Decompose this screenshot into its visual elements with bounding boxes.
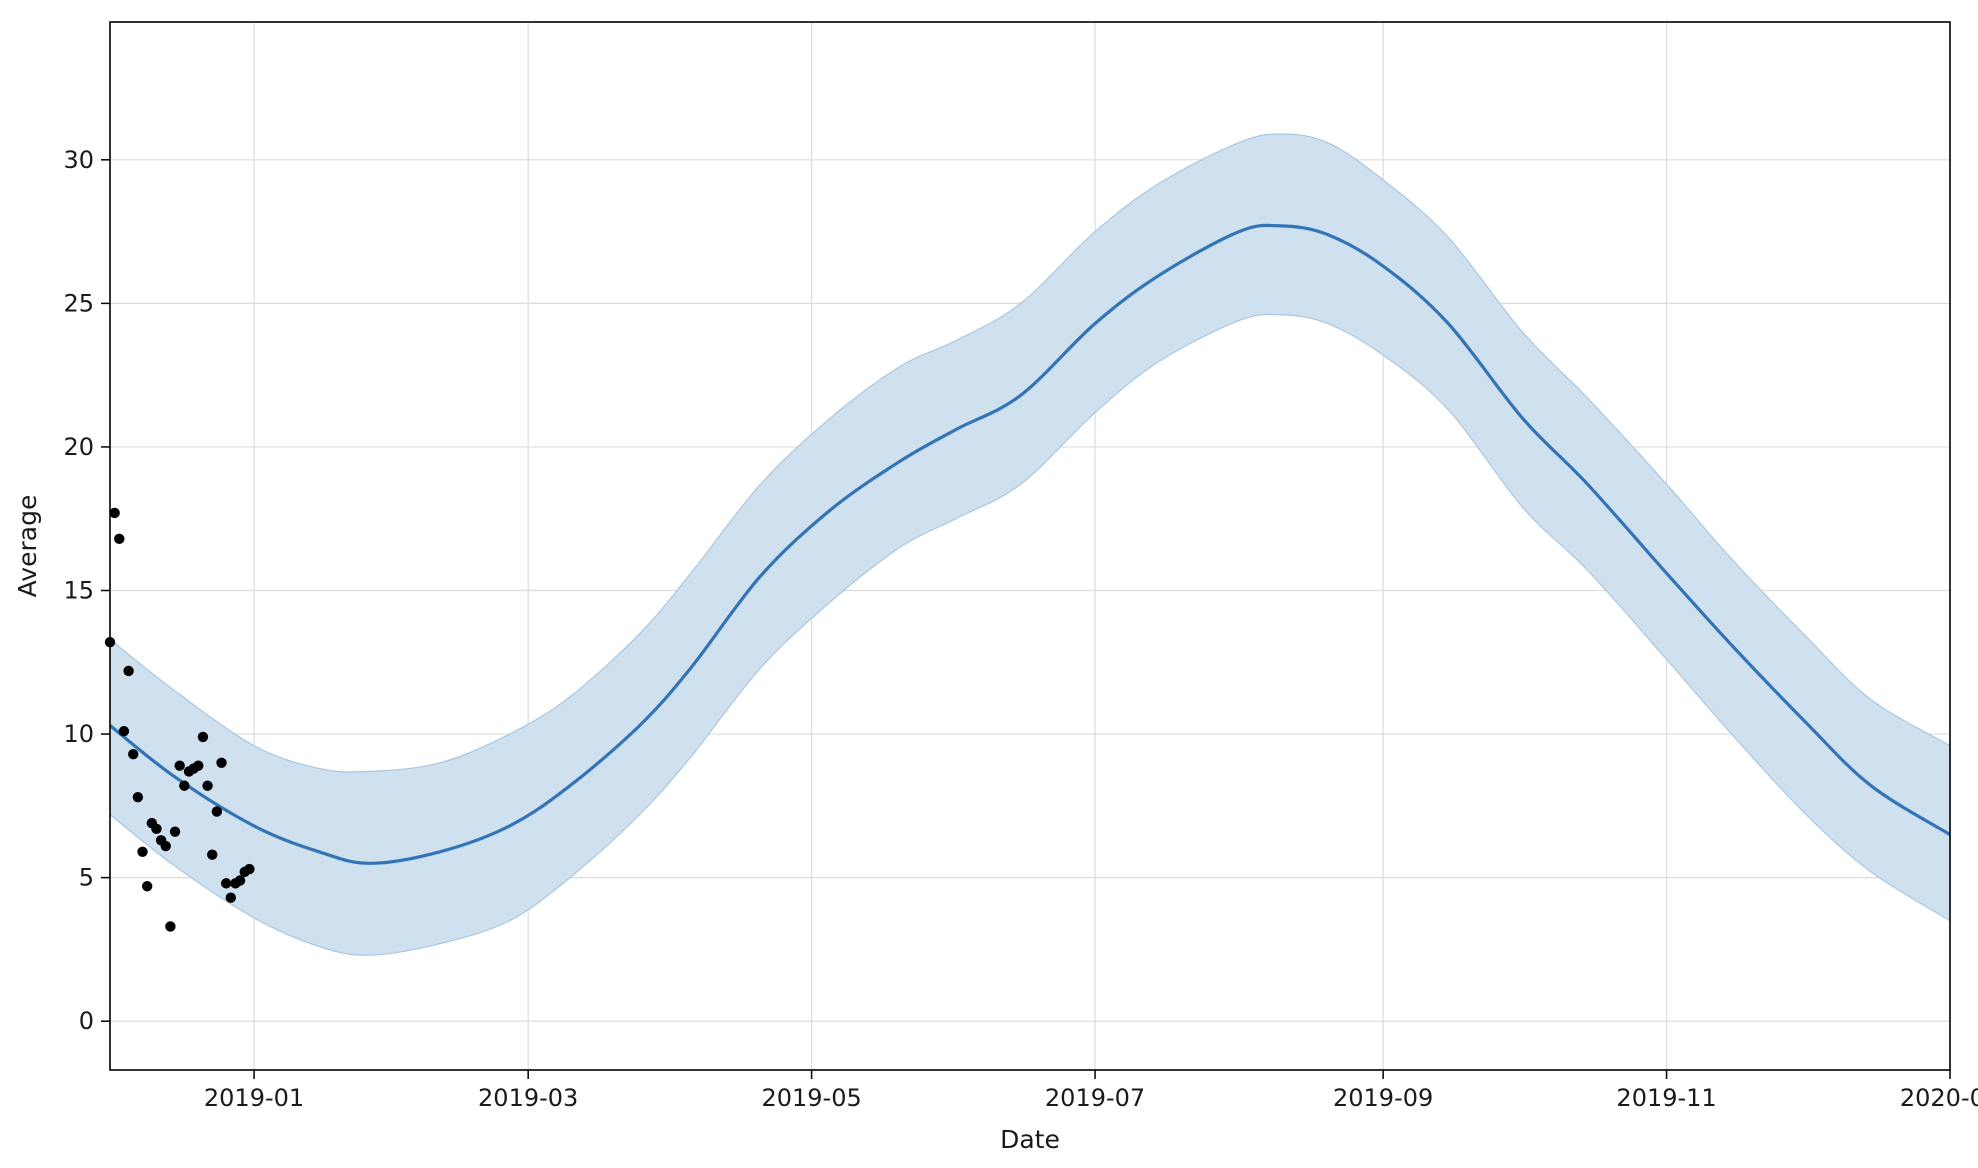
observed-point	[151, 823, 162, 835]
x-tick-label: 2019-09	[1333, 1084, 1433, 1112]
observed-point	[109, 507, 120, 519]
observed-point	[197, 731, 209, 743]
x-tick-label: 2019-05	[761, 1084, 861, 1112]
observed-point	[207, 849, 218, 860]
y-tick-label: 0	[79, 1007, 94, 1035]
observed-point	[128, 748, 139, 760]
x-tick-label: 2019-11	[1616, 1084, 1716, 1112]
observed-point	[137, 846, 148, 857]
x-axis-label: Date	[1000, 1125, 1060, 1154]
x-axis-ticks: 2019-01 2019-03 2019-05 2019-07 2019-09 2019-…	[204, 1070, 1978, 1112]
x-tick-label: 2019-03	[478, 1084, 578, 1112]
observed-point	[165, 921, 176, 932]
observed-point	[211, 806, 223, 817]
y-tick-label: 25	[63, 289, 94, 317]
observed-point	[202, 780, 213, 791]
observed-point	[216, 757, 227, 768]
observed-point	[174, 760, 185, 771]
observed-point	[114, 533, 125, 545]
observed-point	[193, 760, 204, 771]
observed-point	[225, 892, 237, 903]
x-tick-label: 2020-01	[1900, 1084, 1978, 1112]
observed-points	[104, 507, 255, 932]
uncertainty-interval-band	[109, 133, 1951, 956]
x-tick-label: 2019-07	[1045, 1084, 1145, 1112]
y-axis-label: Average	[13, 495, 42, 598]
plot-area-frame	[109, 21, 1951, 1071]
observed-point	[169, 826, 181, 837]
observed-point	[244, 863, 255, 875]
observed-point	[123, 665, 134, 677]
observed-point	[160, 840, 171, 852]
y-tick-label: 30	[63, 146, 94, 174]
forecast-line	[109, 223, 1951, 865]
observed-point	[132, 792, 144, 803]
y-axis-ticks: 0 5 10 15 20 25 30	[63, 146, 110, 1035]
y-tick-label: 20	[63, 433, 94, 461]
y-tick-label: 15	[63, 577, 94, 605]
observed-point	[118, 725, 130, 737]
observed-point	[141, 881, 153, 892]
observed-point	[234, 875, 246, 886]
observed-point	[179, 780, 190, 791]
y-tick-label: 10	[63, 720, 94, 748]
observed-point	[220, 878, 232, 889]
x-tick-label: 2019-01	[204, 1084, 304, 1112]
y-tick-label: 5	[79, 864, 94, 892]
